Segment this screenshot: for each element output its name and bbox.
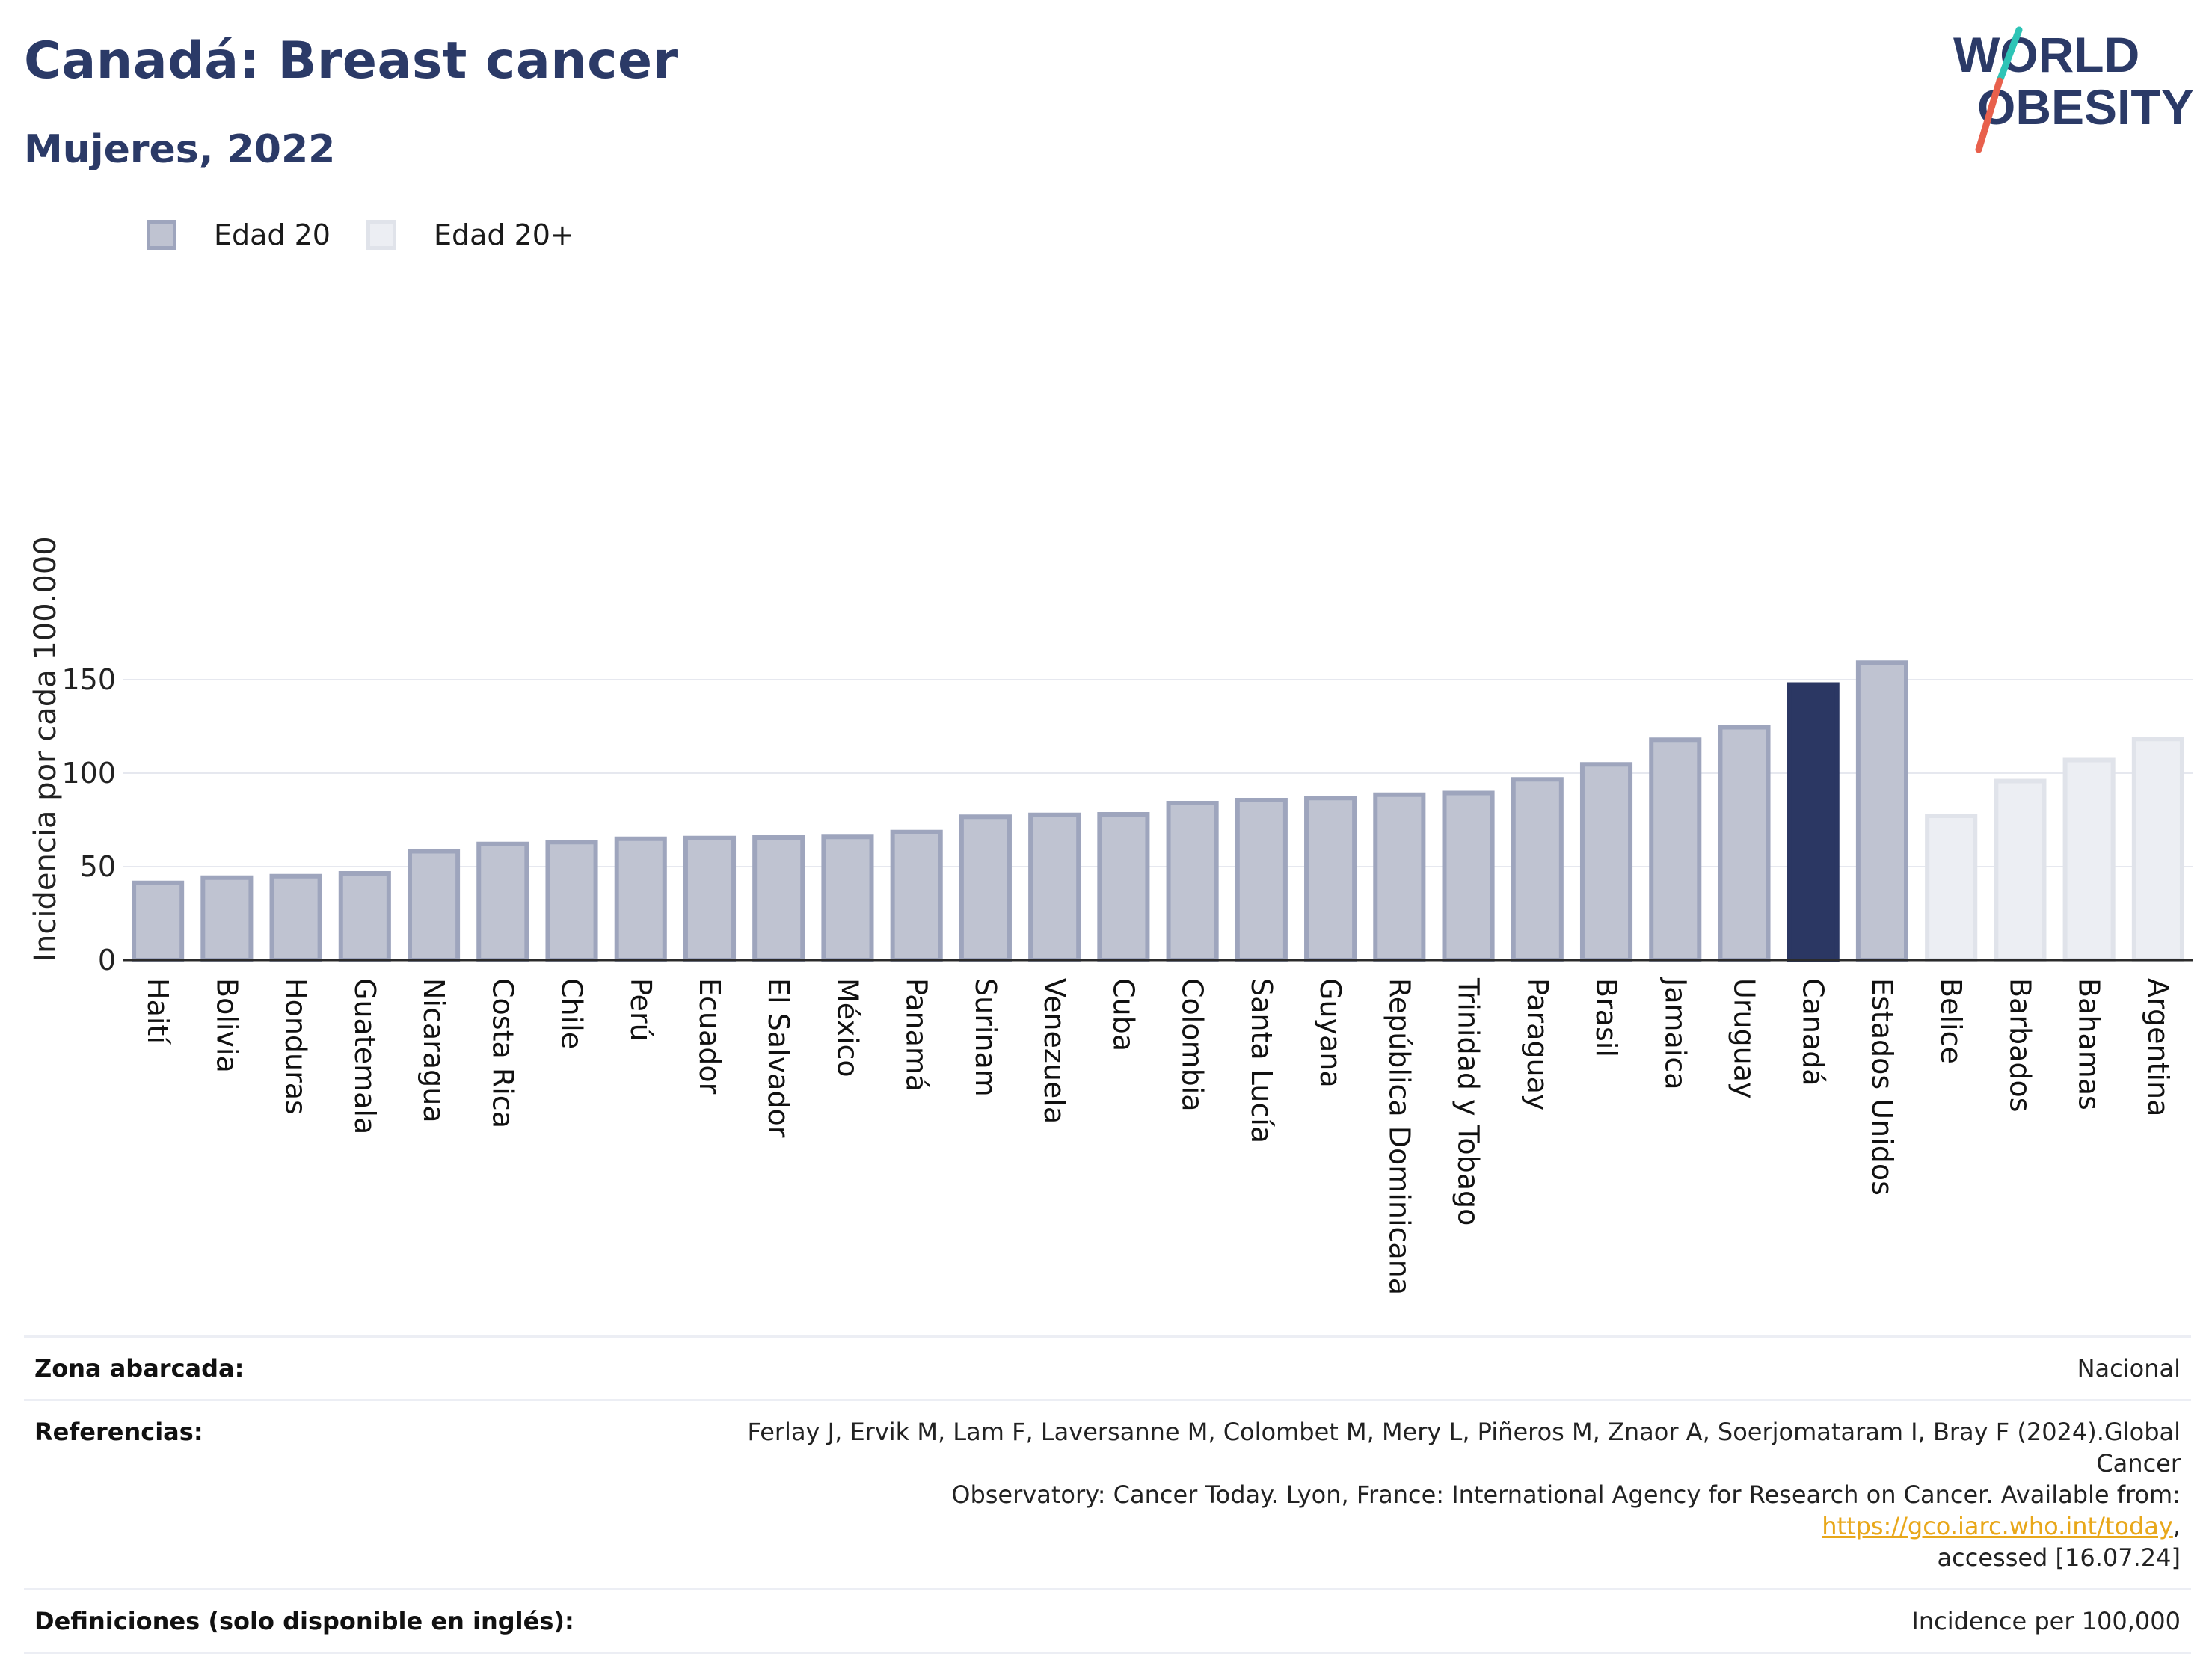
x-tick-label: Nicaragua [417, 978, 450, 1123]
bar-argentina [2131, 737, 2184, 962]
x-tick-label: Haití [141, 978, 174, 1045]
x-tick-label: Ecuador [693, 978, 726, 1095]
x-tick-label: Paraguay [1521, 978, 1554, 1110]
x-tick-label: Estados Unidos [1866, 978, 1899, 1196]
bar-colombia [1166, 801, 1219, 962]
x-tick-label: Trinidad y Tobago [1452, 977, 1485, 1226]
bar-guyana [1304, 796, 1357, 962]
x-tick-label: Guyana [1314, 978, 1347, 1088]
legend-swatch-edad-20-plus [366, 220, 396, 250]
reference-line-1: Ferlay J, Ervik M, Lam F, Laversanne M, … [747, 1418, 2181, 1478]
x-tick-label: Brasil [1590, 978, 1623, 1057]
x-tick-label: Jamaica [1659, 977, 1692, 1090]
x-tick-label: Perú [624, 978, 657, 1042]
x-tick-label: México [831, 978, 864, 1077]
bar-jamaica [1649, 737, 1702, 962]
bar-honduras [269, 873, 322, 962]
bar-cuba [1097, 812, 1150, 962]
bar-panamá [890, 829, 943, 962]
world-obesity-logo: WORLD OBESITY [1953, 26, 2194, 153]
bar-venezuela [1028, 812, 1081, 962]
x-tick-label: Uruguay [1727, 978, 1760, 1099]
reference-link[interactable]: https://gco.iarc.who.int/today [1822, 1512, 2173, 1540]
bar-uruguay [1718, 725, 1771, 962]
bar-belice [1925, 814, 1978, 962]
x-tick-label: Bolivia [210, 978, 243, 1073]
bar-méxico [821, 834, 874, 962]
y-tick-label: 50 [80, 850, 116, 883]
x-tick-label: Costa Rica [486, 978, 519, 1128]
bar-guatemala [338, 871, 391, 962]
y-tick-label: 0 [98, 944, 116, 977]
y-tick-label: 150 [61, 663, 116, 696]
bar-bolivia [200, 875, 254, 962]
x-tick-label: Panamá [900, 978, 933, 1092]
x-tick-label: Chile [556, 978, 589, 1049]
logo-text-world: WORLD [1953, 27, 2139, 82]
bar-el-salvador [752, 835, 805, 962]
x-tick-label: Cuba [1107, 978, 1140, 1051]
y-tick-label: 100 [61, 757, 116, 790]
bar-nicaragua [408, 849, 461, 962]
x-tick-label: Venezuela [1038, 978, 1071, 1124]
page-subtitle: Mujeres, 2022 [24, 127, 336, 172]
bar-perú [614, 836, 667, 962]
bar-paraguay [1511, 777, 1564, 962]
logo-slash-top [1996, 26, 2023, 84]
x-tick-label: Belice [1935, 978, 1967, 1064]
info-value: Nacional [718, 1335, 2191, 1401]
info-row-definiciones: Definiciones (solo disponible en inglés)… [24, 1588, 2191, 1654]
info-value-references: Ferlay J, Ervik M, Lam F, Laversanne M, … [718, 1399, 2191, 1590]
bar-bahamas [2062, 757, 2116, 962]
info-key: Definiciones (solo disponible en inglés)… [24, 1588, 718, 1654]
x-tick-label: Honduras [280, 978, 313, 1115]
bar-santa-lucía [1235, 798, 1288, 962]
legend-swatch-edad-20 [147, 220, 176, 250]
bar-brasil [1579, 762, 1633, 962]
info-key: Zona abarcada: [24, 1335, 718, 1401]
x-tick-label: Surinam [969, 978, 1002, 1097]
bar-trinidad-y-tobago [1442, 790, 1495, 962]
page-title: Canadá: Breast cancer [24, 31, 678, 90]
info-row-referencias: Referencias: Ferlay J, Ervik M, Lam F, L… [24, 1399, 2191, 1590]
reference-line-3: accessed [16.07.24] [1937, 1543, 2181, 1572]
bar-costa-rica [476, 841, 529, 962]
bar-canadá [1787, 682, 1840, 962]
info-value: Incidence per 100,000 [718, 1588, 2191, 1654]
logo-slash-bottom [1975, 77, 2003, 153]
reference-line-2: Observatory: Cancer Today. Lyon, France:… [951, 1481, 2181, 1509]
bar-barbados [1994, 778, 2047, 962]
bar-ecuador [683, 835, 737, 962]
chart-legend: Edad 20 Edad 20+ [147, 218, 610, 251]
legend-label: Edad 20+ [433, 218, 574, 251]
x-tick-label: El Salvador [762, 978, 795, 1138]
info-key: Referencias: [24, 1399, 718, 1590]
info-row-zona: Zona abarcada: Nacional [24, 1335, 2191, 1401]
x-tick-label: Colombia [1176, 978, 1209, 1112]
legend-label: Edad 20 [214, 218, 331, 251]
x-tick-label: Barbados [2003, 978, 2036, 1113]
x-tick-label: República Dominicana [1383, 978, 1416, 1295]
legend-item-edad-20-plus[interactable]: Edad 20+ [366, 218, 574, 251]
bar-haití [132, 880, 185, 962]
legend-item-edad-20[interactable]: Edad 20 [147, 218, 331, 251]
info-table: Zona abarcada: Nacional Referencias: Fer… [24, 1335, 2191, 1654]
x-tick-label: Argentina [2142, 978, 2175, 1116]
bar-estados-unidos [1855, 660, 1908, 962]
bar-chile [545, 840, 598, 962]
x-tick-label: Canadá [1797, 978, 1830, 1086]
x-tick-label: Santa Lucía [1245, 978, 1278, 1143]
reference-line-2-end: , [2172, 1512, 2181, 1540]
bar-república-dominicana [1373, 792, 1426, 962]
y-axis-label: Incidencia por cada 100.000 [28, 536, 63, 962]
x-tick-label: Bahamas [2073, 978, 2106, 1110]
logo-text-obesity: OBESITY [1977, 79, 2194, 135]
bar-surinam [959, 814, 1012, 962]
x-tick-label: Guatemala [348, 978, 381, 1134]
